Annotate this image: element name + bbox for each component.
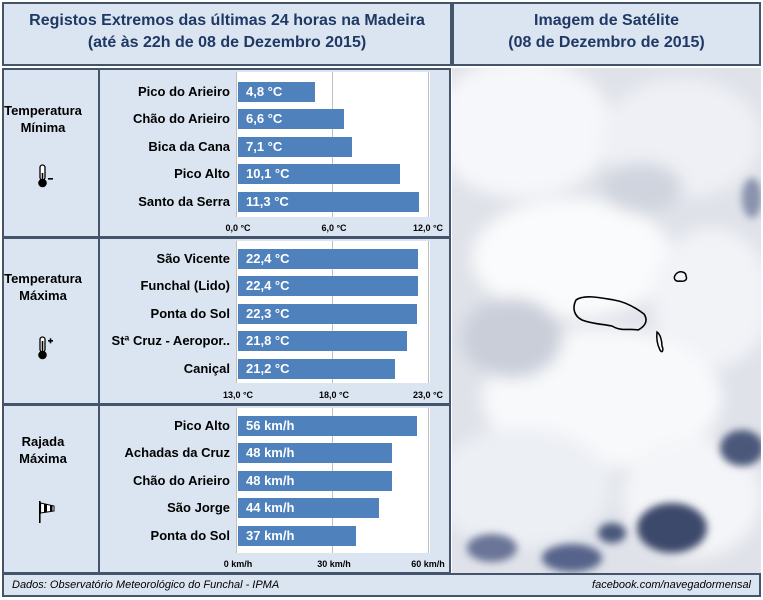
credit-link[interactable]: facebook.com/navegadormensal <box>592 579 751 591</box>
category-label: Bica da Cana <box>148 139 230 154</box>
madeira-island-outline <box>573 296 647 331</box>
category-label: Ponta do Sol <box>150 528 230 543</box>
satellite-subtitle: (08 de Dezembro de 2015) <box>508 34 705 51</box>
main-subtitle: (até às 22h de 08 de Dezembro 2015) <box>87 34 367 51</box>
bar-min-temp: 11,3 °C <box>238 192 419 212</box>
bar-max-temp: 22,4 °C <box>238 249 419 269</box>
x-tick-label: 13,0 °C <box>222 390 254 400</box>
thermometer-minus-icon <box>38 164 53 188</box>
x-tick-label: 60 km/h <box>411 559 445 569</box>
x-tick-label: 18,0 °C <box>318 390 350 400</box>
section-label-line1: Temperatura <box>4 103 82 118</box>
section-divider <box>98 239 100 403</box>
bar-min-temp: 6,6 °C <box>238 109 344 129</box>
bar-max-temp: 22,4 °C <box>238 276 419 296</box>
section-label-line2: Mínima <box>20 120 66 135</box>
bar-max-temp: 21,8 °C <box>238 331 407 351</box>
satellite-image <box>452 68 761 574</box>
bar-wind-gust: 48 km/h <box>238 471 392 491</box>
category-label: São Vicente <box>156 251 230 266</box>
category-label: Chão do Arieiro <box>132 473 230 488</box>
bar-min-temp: 10,1 °C <box>238 164 400 184</box>
windsock-icon <box>39 501 55 523</box>
x-tick-label: 30 km/h <box>317 559 351 569</box>
x-tick-label: 6,0 °C <box>321 223 347 233</box>
bar-max-temp: 21,2 °C <box>238 359 396 379</box>
satellite-clouds <box>452 68 761 574</box>
category-label: São Jorge <box>167 500 230 515</box>
bar-wind-gust: 44 km/h <box>238 498 379 518</box>
category-label: Achadas da Cruz <box>124 445 230 460</box>
data-source: Dados: Observatório Meteorológico do Fun… <box>12 579 280 591</box>
header-right: Imagem de Satélite (08 de Dezembro de 20… <box>452 2 761 66</box>
bar-max-temp: 22,3 °C <box>238 304 417 324</box>
x-tick-label: 23,0 °C <box>412 390 444 400</box>
x-tick-label: 0,0 °C <box>225 223 251 233</box>
bar-min-temp: 4,8 °C <box>238 82 315 102</box>
category-label: Pico do Arieiro <box>138 84 230 99</box>
desertas-outline <box>656 330 664 353</box>
bar-wind-gust: 37 km/h <box>238 526 357 546</box>
x-tick-label: 12,0 °C <box>412 223 444 233</box>
porto-santo-outline <box>673 271 688 282</box>
section-divider <box>98 70 100 236</box>
footer-bar: Dados: Observatório Meteorológico do Fun… <box>2 573 761 597</box>
satellite-title: Imagem de Satélite <box>534 12 679 29</box>
section-label-line2: Máxima <box>19 288 67 303</box>
thermometer-plus-icon <box>38 336 53 360</box>
section-label-line1: Rajada <box>21 434 65 449</box>
header-left: Registos Extremos das últimas 24 horas n… <box>2 2 452 66</box>
category-label: Chão do Arieiro <box>132 111 230 126</box>
category-label: Ponta do Sol <box>150 306 230 321</box>
category-label: Pico Alto <box>174 418 230 433</box>
bar-min-temp: 7,1 °C <box>238 137 352 157</box>
category-label: Funchal (Lido) <box>140 278 230 293</box>
main-title: Registos Extremos das últimas 24 horas n… <box>29 12 425 29</box>
bar-wind-gust: 48 km/h <box>238 443 392 463</box>
x-tick-label: 0 km/h <box>223 559 253 569</box>
category-label: Caniçal <box>183 361 230 376</box>
section-label-line2: Máxima <box>19 451 67 466</box>
category-label: Santo da Serra <box>138 194 230 209</box>
category-label: Pico Alto <box>174 166 230 181</box>
category-label: Stª Cruz - Aeropor.. <box>111 333 230 348</box>
section-label-line1: Temperatura <box>4 271 82 286</box>
section-divider <box>98 406 100 572</box>
bar-wind-gust: 56 km/h <box>238 416 418 436</box>
